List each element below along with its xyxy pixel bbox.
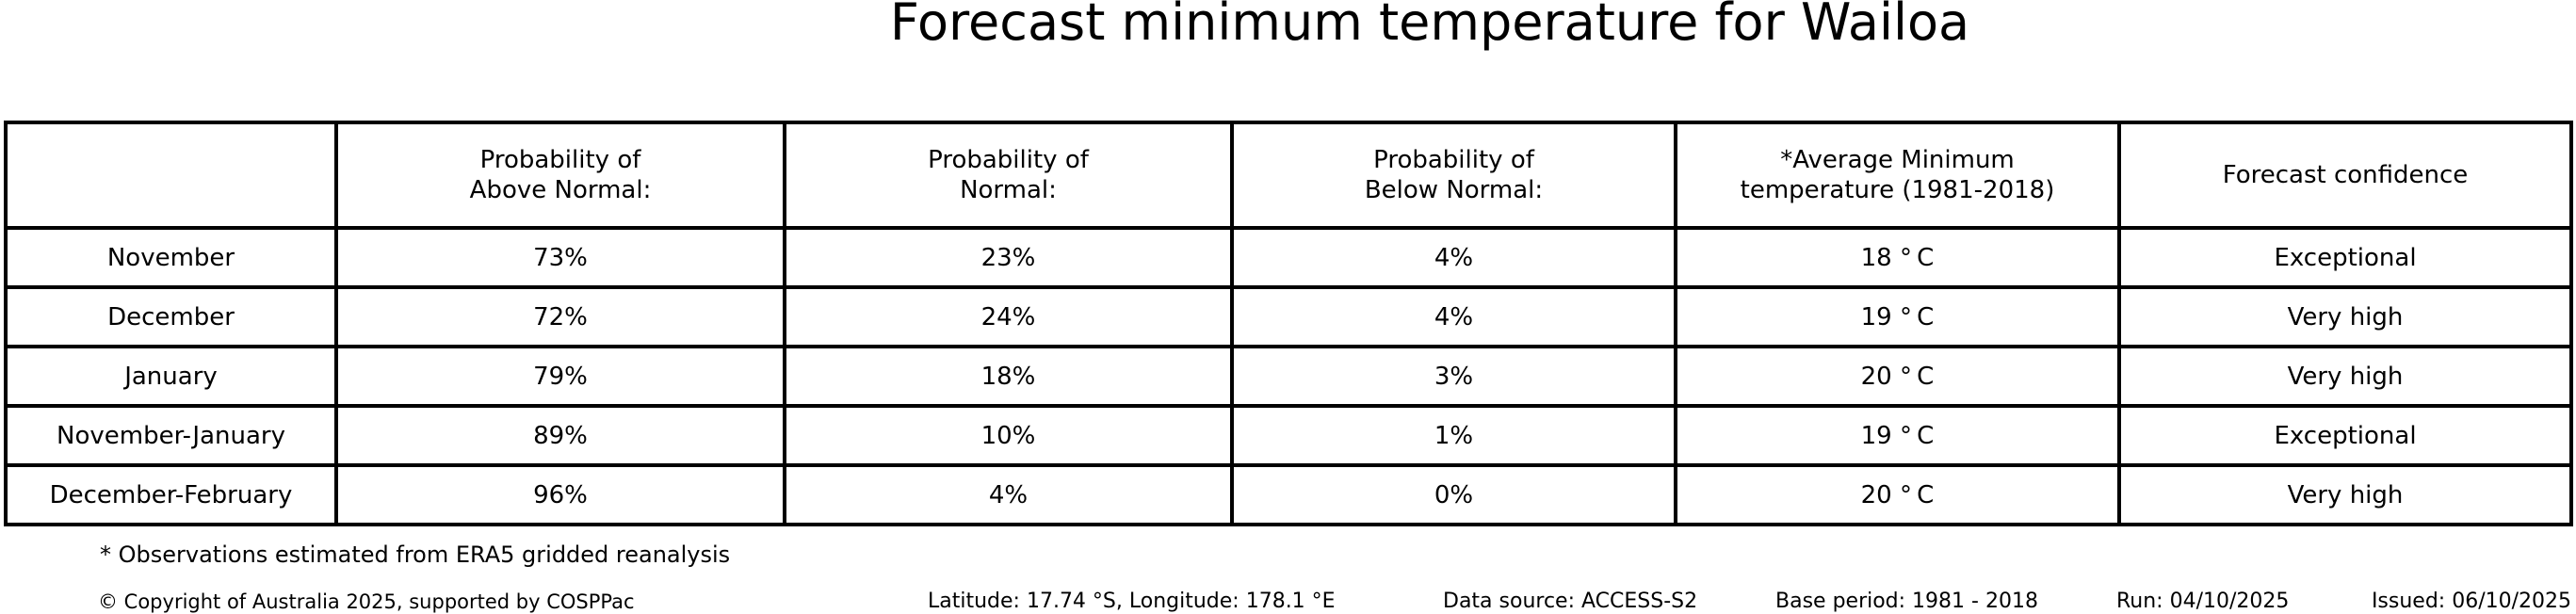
above-normal-cell: 79% [334, 345, 786, 408]
column-header-above-normal: Probability of Above Normal: [334, 121, 786, 230]
above-normal-cell: 73% [334, 226, 786, 289]
page-title: Forecast minimum temperature for Wailoa [889, 0, 1970, 52]
table-row-december-february: December-February 96% 4% 0% 20 ° C Very … [4, 463, 2573, 526]
below-normal-cell: 1% [1230, 404, 1677, 467]
data-source-text: Data source: ACCESS-S2 [1443, 590, 1698, 613]
period-cell: December-February [4, 463, 338, 526]
below-normal-cell: 0% [1230, 463, 1677, 526]
avg-min-temp-cell: 20 ° C [1674, 463, 2121, 526]
normal-cell: 10% [783, 404, 1234, 467]
run-date-text: Run: 04/10/2025 [2116, 590, 2290, 613]
column-header-avg-min-temp: *Average Minimum temperature (1981-2018) [1674, 121, 2121, 230]
lat-lon-text: Latitude: 17.74 °S, Longitude: 178.1 °E [928, 590, 1336, 613]
column-header-below-normal: Probability of Below Normal: [1230, 121, 1677, 230]
table-row-december: December 72% 24% 4% 19 ° C Very high [4, 285, 2573, 348]
table-row-november: November 73% 23% 4% 18 ° C Exceptional [4, 226, 2573, 289]
base-period-text: Base period: 1981 - 2018 [1775, 590, 2038, 613]
period-cell: January [4, 345, 338, 408]
period-cell: November-January [4, 404, 338, 467]
confidence-cell: Very high [2117, 285, 2573, 348]
normal-cell: 18% [783, 345, 1234, 408]
below-normal-cell: 4% [1230, 226, 1677, 289]
forecast-table: Probability of Above Normal: Probability… [4, 121, 2573, 526]
normal-cell: 4% [783, 463, 1234, 526]
table-corner-blank [4, 121, 338, 230]
avg-min-temp-cell: 20 ° C [1674, 345, 2121, 408]
copyright-text: © Copyright of Australia 2025, supported… [98, 590, 635, 613]
above-normal-cell: 72% [334, 285, 786, 348]
above-normal-cell: 96% [334, 463, 786, 526]
table-row-november-january: November-January 89% 10% 1% 19 ° C Excep… [4, 404, 2573, 467]
period-cell: November [4, 226, 338, 289]
avg-min-temp-cell: 18 ° C [1674, 226, 2121, 289]
table-row-january: January 79% 18% 3% 20 ° C Very high [4, 345, 2573, 408]
normal-cell: 24% [783, 285, 1234, 348]
era5-footnote: * Observations estimated from ERA5 gridd… [100, 541, 731, 568]
column-header-forecast-confidence: Forecast confidence [2117, 121, 2573, 230]
normal-cell: 23% [783, 226, 1234, 289]
confidence-cell: Exceptional [2117, 404, 2573, 467]
confidence-cell: Very high [2117, 345, 2573, 408]
issued-date-text: Issued: 06/10/2025 [2371, 590, 2571, 613]
column-header-normal: Probability of Normal: [783, 121, 1234, 230]
avg-min-temp-cell: 19 ° C [1674, 404, 2121, 467]
above-normal-cell: 89% [334, 404, 786, 467]
below-normal-cell: 3% [1230, 345, 1677, 408]
period-cell: December [4, 285, 338, 348]
confidence-cell: Exceptional [2117, 226, 2573, 289]
avg-min-temp-cell: 19 ° C [1674, 285, 2121, 348]
table-header-row: Probability of Above Normal: Probability… [4, 121, 2573, 230]
below-normal-cell: 4% [1230, 285, 1677, 348]
confidence-cell: Very high [2117, 463, 2573, 526]
